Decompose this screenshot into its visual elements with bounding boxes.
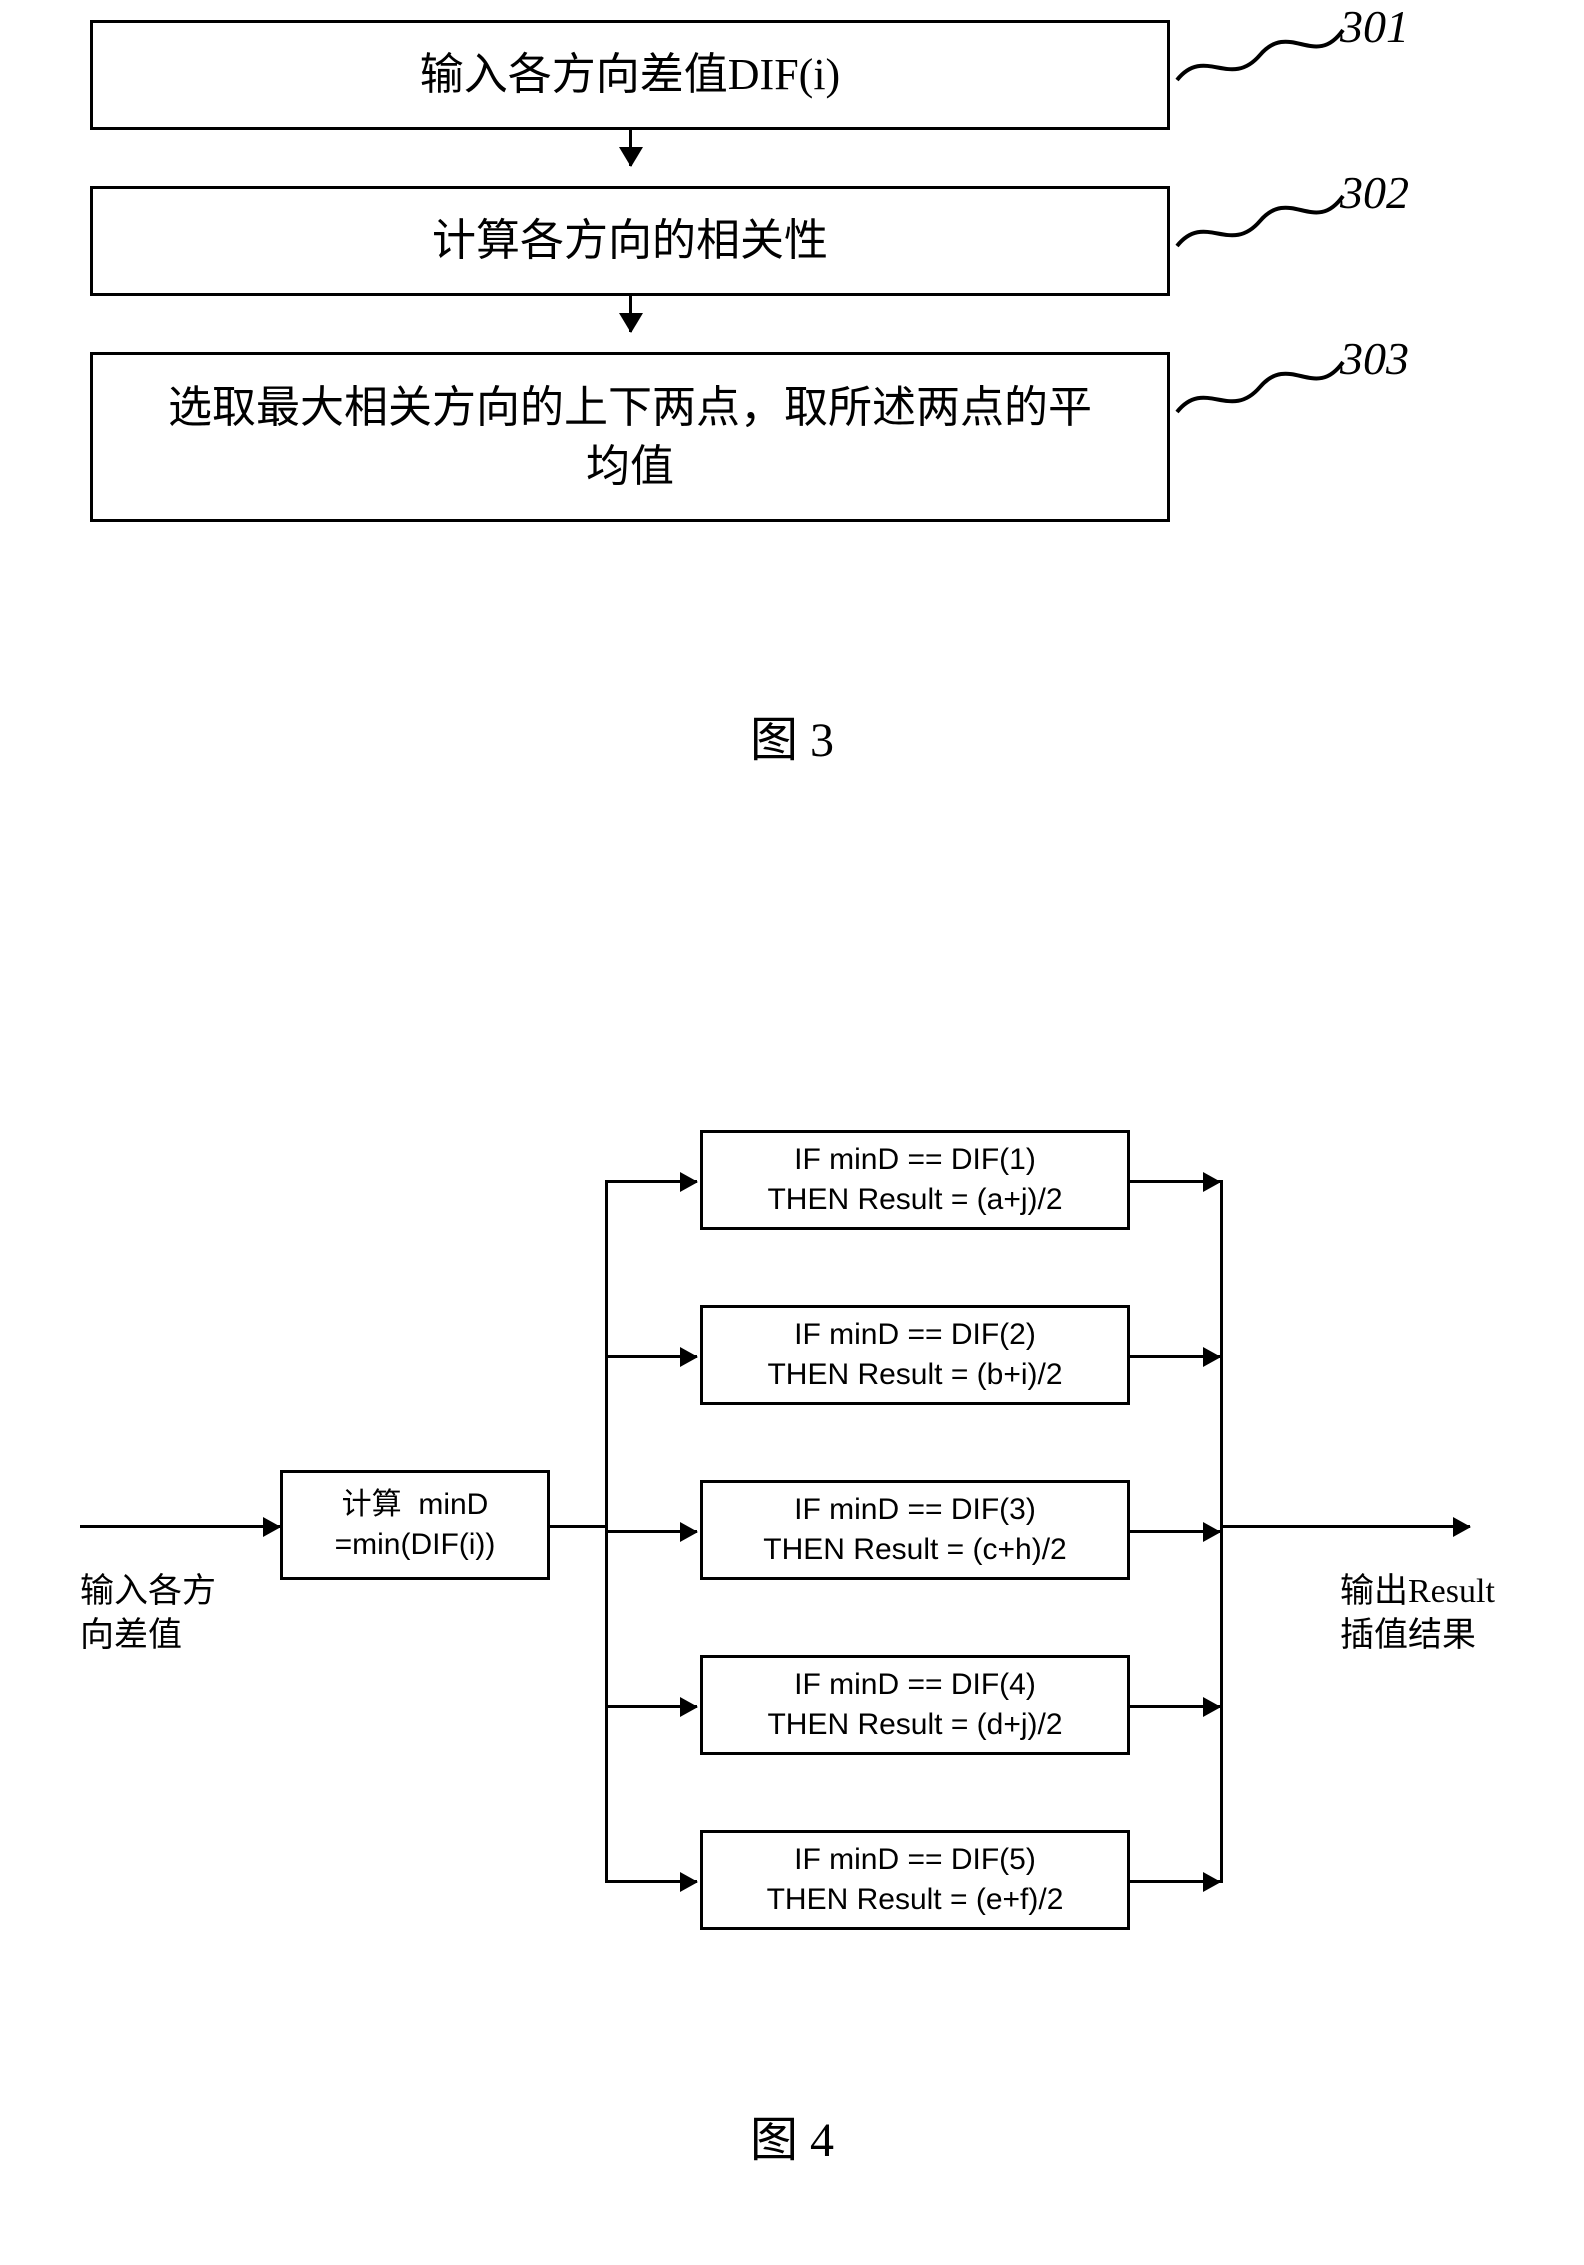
reference-number: 302 [1340, 166, 1409, 219]
branch-out-line [1130, 1705, 1220, 1708]
flowchart-box: 计算各方向的相关性 [90, 186, 1170, 296]
branch-box: IF minD == DIF(2) THEN Result = (b+i)/2 [700, 1305, 1130, 1405]
figure-3-caption: 图 3 [750, 700, 834, 770]
flowchart-step: 计算各方向的相关性302 [90, 186, 1490, 296]
branch-box: IF minD == DIF(3) THEN Result = (c+h)/2 [700, 1480, 1130, 1580]
branch-box-text: IF minD == DIF(4) THEN Result = (d+j)/2 [755, 1659, 1074, 1752]
figure-4-caption: 图 4 [750, 2100, 834, 2170]
branch-in-line [605, 1880, 697, 1883]
input-arrow [80, 1525, 280, 1528]
output-arrow [1220, 1525, 1470, 1528]
flowchart-box: 选取最大相关方向的上下两点，取所述两点的平 均值 [90, 352, 1170, 522]
reference-leader [1175, 20, 1345, 95]
flowchart-box: 输入各方向差值DIF(i) [90, 20, 1170, 130]
calc-box-text: 计算 minD =min(DIF(i)) [323, 1479, 508, 1572]
reference-number: 301 [1340, 0, 1409, 53]
branch-out-line [1130, 1530, 1220, 1533]
branch-box: IF minD == DIF(5) THEN Result = (e+f)/2 [700, 1830, 1130, 1930]
branch-box: IF minD == DIF(1) THEN Result = (a+j)/2 [700, 1130, 1130, 1230]
page: 输入各方向差值DIF(i)301计算各方向的相关性302选取最大相关方向的上下两… [0, 0, 1584, 2265]
branch-in-line [605, 1355, 697, 1358]
flowchart-box-text: 选取最大相关方向的上下两点，取所述两点的平 均值 [144, 364, 1116, 511]
branch-out-line [1130, 1180, 1220, 1183]
branch-box: IF minD == DIF(4) THEN Result = (d+j)/2 [700, 1655, 1130, 1755]
flowchart-connector [90, 296, 1170, 352]
branch-in-line [605, 1530, 697, 1533]
flowchart-step: 输入各方向差值DIF(i)301 [90, 20, 1490, 130]
input-label: 输入各方 向差值 [80, 1570, 260, 1658]
flowchart-box-text: 输入各方向差值DIF(i) [396, 31, 864, 118]
branch-out-line [1130, 1880, 1220, 1883]
flowchart-connector [90, 130, 1170, 186]
figure-4: 输入各方 向差值计算 minD =min(DIF(i)) IF minD == D… [60, 1080, 1530, 2080]
calc-box: 计算 minD =min(DIF(i)) [280, 1470, 550, 1580]
branch-out-line [1130, 1355, 1220, 1358]
branch-box-text: IF minD == DIF(1) THEN Result = (a+j)/2 [755, 1134, 1074, 1227]
branch-box-text: IF minD == DIF(3) THEN Result = (c+h)/2 [751, 1484, 1078, 1577]
flowchart-box-text: 计算各方向的相关性 [408, 197, 852, 284]
reference-leader [1175, 186, 1345, 261]
branch-in-line [605, 1180, 697, 1183]
reference-leader [1175, 352, 1345, 427]
flowchart-step: 选取最大相关方向的上下两点，取所述两点的平 均值303 [90, 352, 1490, 522]
fanout-trunk [550, 1525, 605, 1528]
branch-in-line [605, 1705, 697, 1708]
reference-number: 303 [1340, 332, 1409, 385]
branch-box-text: IF minD == DIF(5) THEN Result = (e+f)/2 [755, 1834, 1076, 1927]
output-label: 输出Result 插值结果 [1340, 1570, 1560, 1658]
figure-3: 输入各方向差值DIF(i)301计算各方向的相关性302选取最大相关方向的上下两… [90, 20, 1490, 522]
branch-box-text: IF minD == DIF(2) THEN Result = (b+i)/2 [755, 1309, 1074, 1402]
